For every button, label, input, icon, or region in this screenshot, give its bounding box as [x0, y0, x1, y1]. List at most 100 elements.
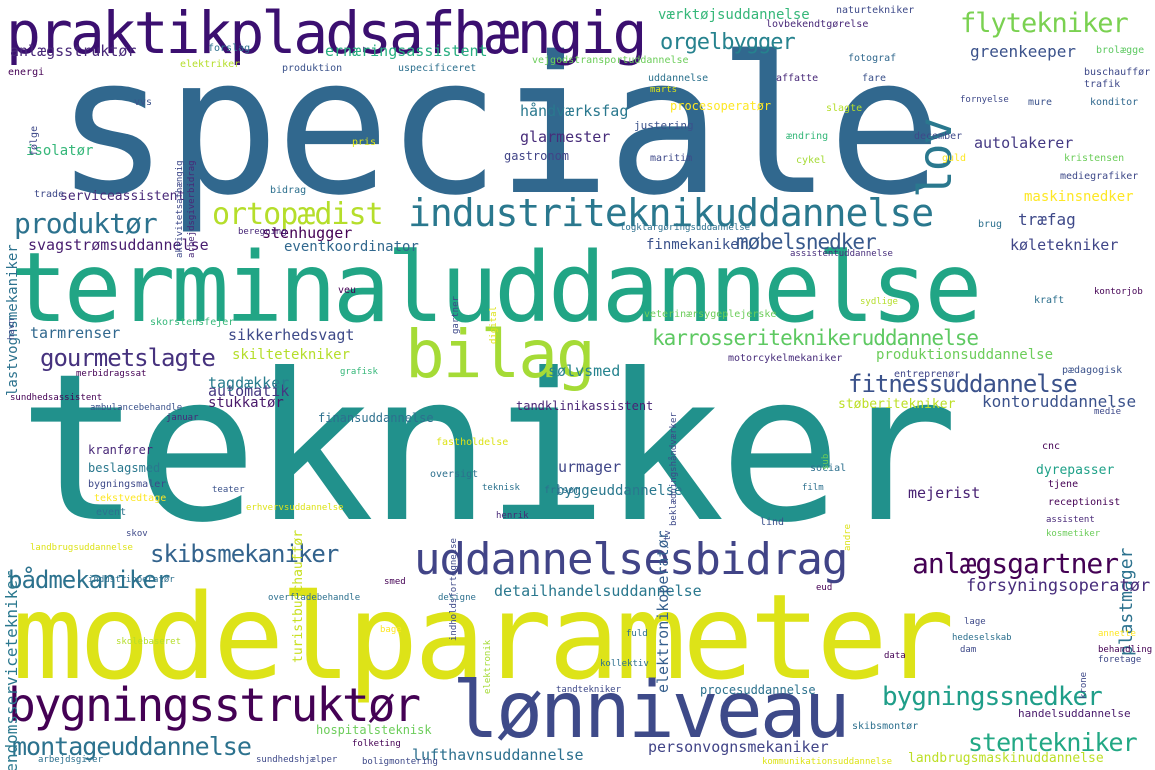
word-receptionist: receptionist: [1048, 497, 1121, 508]
word-badmekaniker: bådmekaniker: [8, 566, 170, 594]
word-stukkator: stukkatør: [208, 395, 284, 411]
word-skibsmekaniker: skibsmekaniker: [150, 540, 339, 568]
word-gastronom: gastronom: [504, 149, 570, 163]
word-eventkoordinator: eventkoordinator: [284, 239, 419, 255]
word-tarmrenser: tarmrenser: [30, 324, 121, 342]
word-pris: pris: [352, 137, 377, 148]
word-marts: marts: [650, 85, 678, 95]
word-industriteknikuddannelse: industriteknikuddannelse: [408, 191, 934, 235]
word-motorcykelmekaniker: motorcykelmekaniker: [728, 353, 843, 364]
word-brolaegge: brolægge: [1096, 45, 1145, 56]
word-kommunikationsuddannelse: kommunikationsuddannelse: [762, 757, 893, 767]
word-skorstensfejer: skorstensfejer: [150, 317, 235, 328]
word-tandklinikassistent: tandklinikassistent: [516, 399, 654, 413]
word-procesoperator: procesoperatør: [670, 99, 772, 113]
word-personvognsmekaniker: personvognsmekaniker: [648, 738, 829, 756]
word-lovbekendtgorelse: lovbekendtgørelse: [766, 19, 869, 30]
word-henrik: henrik: [496, 511, 529, 521]
word-flytekniker: flytekniker: [960, 8, 1129, 39]
word-cnc: cnc: [1042, 441, 1061, 452]
word-veu: veu: [338, 285, 357, 296]
word-industrioperator: industrioperatør: [88, 575, 175, 585]
word-finansuddannelse: finansuddannelse: [318, 411, 434, 425]
word-praktikpladsafhaengig: praktikpladsafhængig: [6, 0, 647, 67]
word-bygningssnedker: bygningssnedker: [882, 682, 1103, 712]
word-sydlige: sydlige: [860, 297, 898, 307]
word-beregning: beregning: [238, 227, 287, 237]
word-haandvaerksfag: håndværksfag: [520, 102, 629, 120]
word-krone: krone: [1079, 671, 1089, 699]
word-bidrag: bidrag: [270, 185, 307, 196]
word-buschauffor: buschauffør: [1084, 67, 1151, 78]
word-mejerist: mejerist: [908, 484, 981, 502]
word-automatik: automatik: [208, 382, 290, 400]
word-ejendomsservicetekniker: ejendomsservicetekniker: [2, 570, 21, 770]
word-mediegrafiker: mediegrafiker: [1060, 171, 1139, 182]
word-terminaluddannelse: terminaluddannelse: [10, 232, 982, 344]
word-cykel: cykel: [796, 155, 827, 166]
word-plastmager: plastmager: [1116, 547, 1137, 656]
word-tv: tv: [663, 530, 673, 541]
word-fornyelse: fornyelse: [960, 95, 1009, 105]
word-stoberitekniker: støberitekniker: [838, 397, 956, 412]
word-folge: følge: [29, 125, 40, 156]
word-modelparameter: modelparameter: [12, 568, 955, 706]
word-produktion: produktion: [282, 63, 343, 74]
word-veterinaersygeplejerske: veterinærsygeplejerske: [644, 309, 777, 320]
word-beklaedningshaandvaerker: beklædningshåndværker: [669, 412, 679, 526]
word-brug: brug: [978, 219, 1003, 230]
word-andre: andre: [843, 523, 853, 551]
word-landbrugsuddannelse: landbrugsuddannelse: [30, 543, 133, 553]
word-boligmontering: boligmontering: [362, 757, 438, 767]
word-trade: trade: [34, 189, 65, 200]
word-beslagsmed: beslagsmed: [88, 461, 161, 475]
word-vvs: vvs: [134, 97, 153, 108]
word-konditor: konditor: [1090, 97, 1139, 108]
word-kristensen: kristensen: [1064, 153, 1125, 164]
word-bygningsmaler: bygningsmaler: [88, 479, 167, 490]
word-bygningsstruktor: bygningsstruktør: [8, 678, 421, 732]
word-skolebaseret: skolebaseret: [116, 637, 182, 647]
word-isolator: isolatør: [26, 143, 94, 159]
word-arbejdsgiverbidrag: arbejdsgiverbidrag: [187, 160, 197, 258]
word-merbidragssat: merbidragssat: [76, 369, 147, 379]
word-speciale: speciale: [55, 16, 942, 237]
word-vaerktojsuddannelse: værktøjsuddannelse: [658, 7, 810, 23]
word-grafisk: grafisk: [340, 367, 378, 377]
word-indholdsfortegnelse: indholdsfortegnelse: [449, 538, 459, 641]
word-teater: teater: [212, 485, 245, 495]
word-mobelsnedker: møbelsnedker: [736, 230, 877, 254]
word-film: film: [802, 483, 824, 493]
word-glarmester: glarmester: [520, 128, 611, 146]
word-oversigt: oversigt: [430, 469, 479, 480]
word-sikkerhedsvagt: sikkerhedsvagt: [228, 326, 355, 344]
word-finmekaniker: finmekaniker: [646, 237, 748, 253]
word-serviceassistent: serviceassistent: [60, 189, 186, 204]
word-ambulancebehandle: ambulancebehandle: [90, 403, 183, 413]
word-maritim: maritim: [650, 153, 693, 164]
word-greenkeeper: greenkeeper: [970, 42, 1076, 61]
word-solvsmed: sølvsmed: [548, 362, 621, 380]
word-skiltetekniker: skiltetekniker: [232, 347, 351, 363]
word-fare: fare: [862, 73, 887, 84]
word-lufthavnsuddannelse: lufthavnsuddannelse: [412, 746, 584, 764]
word-anlaegsstruktor: anlægsstruktør: [10, 42, 137, 60]
word-koletekniker: køletekniker: [1010, 236, 1119, 254]
word-naturtekniker: naturtekniker: [836, 5, 915, 16]
word-hedeselskab: hedeselskab: [952, 633, 1012, 643]
word-data: data: [884, 651, 906, 661]
word-aktivitetsafhaengig: aktivitetsafhængig: [175, 160, 185, 258]
word-entreprenor: entreprenør: [894, 369, 961, 380]
word-tjene: tjene: [1048, 479, 1079, 490]
word-lind: lind: [760, 517, 785, 528]
word-digital: digital: [489, 306, 499, 344]
word-produktor: produktør: [14, 207, 158, 240]
word-landbrugsmaskinuddannelse: landbrugsmaskinuddannelse: [908, 751, 1104, 766]
word-arbejdsgiver: arbejdsgiver: [38, 755, 104, 765]
word-forslag: forslag: [208, 43, 251, 54]
word-kosmetiker: kosmetiker: [1046, 529, 1101, 539]
word-stentekniker: stentekniker: [968, 728, 1138, 757]
word-elektronikoperator: elektronikoperatør: [654, 530, 672, 693]
word-orgelbygger: orgelbygger: [660, 30, 796, 55]
